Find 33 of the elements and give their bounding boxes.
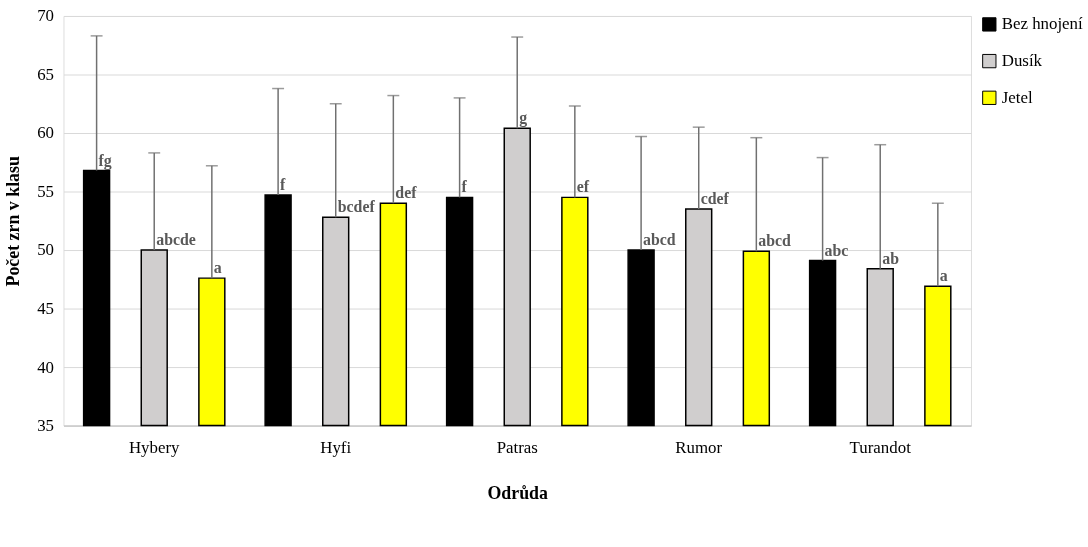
x-tick-label: Hyfi <box>320 437 352 457</box>
y-tick-label: 55 <box>37 181 55 201</box>
y-tick-label: 50 <box>37 240 55 260</box>
data-label: a <box>213 259 222 277</box>
x-tick-label: Turandot <box>849 437 912 457</box>
y-tick-label: 65 <box>37 64 55 84</box>
data-label: def <box>395 184 418 202</box>
x-axis-title: Odrůda <box>487 483 549 504</box>
legend-label: Bez hnojení <box>1001 14 1084 34</box>
x-tick-label: Rumor <box>675 437 723 457</box>
y-tick-label: 70 <box>37 6 55 26</box>
data-label: ef <box>576 178 590 196</box>
legend-label: Dusík <box>1001 51 1043 71</box>
data-label: abcd <box>643 231 676 249</box>
data-label: abcde <box>156 231 196 249</box>
legend-label: Jetel <box>1001 87 1033 107</box>
data-label: f <box>280 176 287 194</box>
data-label: a <box>939 267 948 285</box>
data-label: abcd <box>758 232 792 250</box>
data-label: abc <box>824 241 849 259</box>
x-tick-label: Patras <box>496 437 538 457</box>
y-tick-label: 60 <box>37 123 55 143</box>
y-tick-label: 45 <box>37 299 55 319</box>
data-label: cdef <box>700 190 730 208</box>
x-tick-label: Hybery <box>128 437 181 457</box>
y-axis-title: Počet zrn v klasu <box>3 156 24 287</box>
y-tick-label: 40 <box>37 357 55 377</box>
data-label: ab <box>882 249 900 267</box>
data-label: bcdef <box>337 198 376 216</box>
data-label: f <box>461 178 468 196</box>
data-label: g <box>519 109 528 128</box>
data-label: fg <box>98 151 112 170</box>
y-tick-label: 35 <box>37 416 55 436</box>
